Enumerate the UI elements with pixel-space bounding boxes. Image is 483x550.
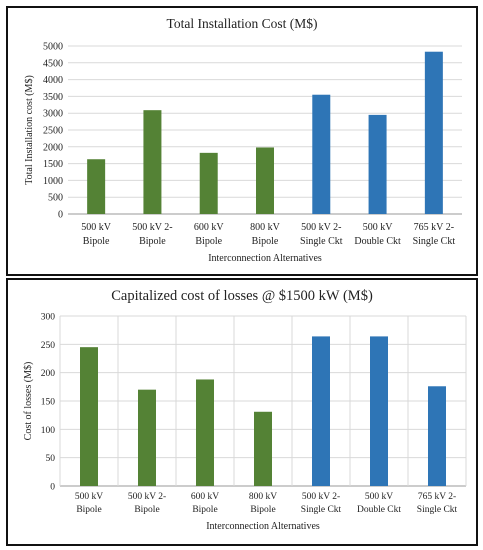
x-tick-label: 500 kV 2-Bipole [132,222,172,247]
y-tick-label: 250 [41,341,56,351]
x-tick-label: 500 kV 2-Bipole [128,492,166,515]
x-tick-label: 800 kV Bipole [250,222,281,247]
installation-cost-panel: Total Installation Cost (M$) 0 500 1000 1500… [6,6,478,276]
bar-losses-2 [138,389,156,486]
y-tick-label: 3500 [43,92,63,103]
y-tick-label: 2000 [43,142,63,153]
x-tick-label: 600 kV Bipole [194,222,225,247]
x-tick-label: 500 kV 2-Single Ckt [301,492,342,515]
y-tick-label: 3000 [43,109,63,120]
x-axis-label: Interconnection Alternatives [208,253,322,264]
y-tick-label: 100 [41,426,56,436]
chart-title: Total Installation Cost (M$) [167,16,318,31]
y-tick-label: 150 [41,398,56,408]
bar-cost-3 [199,152,218,214]
x-tick-label: 800 kV Bipole [249,492,277,515]
y-tick-label: 1500 [43,159,63,170]
x-tick-label: 765 kV 2-Single Ckt [417,492,458,515]
bar-cost-2 [143,110,162,214]
y-axis-label: Cost of losses (M$) [23,362,34,441]
bar-cost-5 [312,94,331,214]
y-tick-label: 500 [48,193,63,204]
bar-losses-3 [196,379,214,486]
x-axis-label: Interconnection Alternatives [206,521,320,532]
bar-losses-1 [80,347,98,486]
bar-cost-7 [424,51,443,214]
y-tick-label: 0 [50,483,55,493]
bar-cost-4 [256,147,274,214]
installation-cost-chart: Total Installation Cost (M$) 0 500 1000 1500… [24,16,462,264]
x-tick-label: 500 kV Bipole [75,492,103,515]
y-axis-label: Total Installation cost (M$) [24,75,35,185]
y-tick-label: 50 [46,454,56,464]
y-tick-label: 0 [58,210,63,221]
x-tick-label: 500 kV Double Ckt [354,222,401,247]
losses-cost-panel: Capitalized cost of losses @ $1500 kW (M… [6,278,478,546]
y-tick-label: 5000 [43,42,63,53]
bar-losses-4 [254,411,272,486]
bar-cost-6 [368,114,387,214]
y-tick-label: 200 [41,369,56,379]
chart-title: Capitalized cost of losses @ $1500 kW (M… [111,288,373,304]
bar-losses-5 [312,336,330,486]
y-tick-label: 4500 [43,58,63,69]
x-tick-label: 765 kV 2-Single Ckt [413,222,456,247]
x-tick-label: 500 kV Bipole [81,222,112,247]
x-tick-label: 500 kV 2-Single Ckt [300,222,343,247]
y-tick-label: 4000 [43,75,63,86]
bar-cost-1 [87,159,106,214]
x-tick-label: 500 kV Double Ckt [357,492,401,515]
x-tick-label: 600 kV Bipole [191,492,219,515]
losses-cost-chart: Capitalized cost of losses @ $1500 kW (M… [23,288,467,532]
y-tick-label: 300 [41,313,56,323]
y-tick-label: 2500 [43,126,63,137]
bar-losses-6 [370,336,388,486]
y-tick-label: 1000 [43,176,63,187]
bar-losses-7 [428,386,446,486]
